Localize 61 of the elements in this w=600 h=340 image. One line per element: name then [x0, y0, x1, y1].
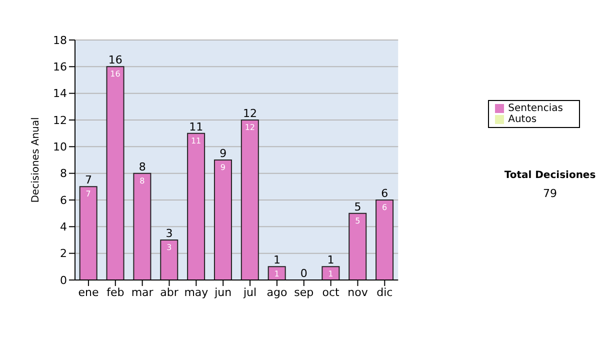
data-label: 11: [190, 136, 202, 146]
x-tick-label: mar: [131, 286, 154, 299]
y-axis-title: Decisiones Anual: [30, 117, 42, 203]
bar: [160, 240, 178, 280]
data-label: 16: [110, 70, 120, 79]
data-label: 12: [244, 123, 256, 132]
legend-label: Sentencias: [508, 103, 563, 114]
x-tick-label: nov: [348, 286, 368, 299]
y-tick-label: 8: [60, 167, 67, 180]
data-label: 5: [355, 216, 360, 226]
x-tick-label: jun: [214, 286, 232, 299]
total-label: 1: [273, 254, 280, 267]
y-tick-label: 2: [60, 247, 67, 260]
x-tick-label: jul: [242, 286, 257, 299]
data-label: 1: [328, 270, 334, 279]
bar: [322, 266, 340, 280]
total-label: 1: [327, 254, 334, 267]
total-label: 6: [381, 187, 388, 200]
x-tick-label: oct: [322, 286, 340, 299]
total-label: 8: [138, 160, 146, 174]
y-tick-label: 16: [53, 60, 67, 74]
x-tick-label: may: [184, 286, 209, 299]
bar: [133, 172, 152, 280]
total-label: 5: [354, 200, 362, 214]
legend-label: Autos: [508, 114, 537, 125]
y-tick-label: 14: [53, 87, 67, 100]
data-label: 6: [382, 203, 388, 212]
x-tick-label: abr: [160, 286, 179, 299]
data-label: 1: [274, 270, 280, 279]
x-tick-label: ene: [78, 286, 99, 299]
text: Total Decisiones: [503, 170, 597, 181]
bar: [187, 132, 206, 280]
y-tick-label: 4: [60, 220, 67, 234]
data-label: 7: [86, 190, 91, 199]
x-tick-label: sep: [294, 286, 314, 299]
total-label: 12: [243, 107, 258, 120]
total-label: 9: [220, 147, 227, 160]
x-tick-label: feb: [106, 286, 124, 299]
bar: [348, 212, 367, 280]
y-tick-label: 18: [53, 34, 67, 47]
bar: [268, 266, 286, 280]
data-label: 3: [166, 243, 172, 252]
total-label: 11: [189, 120, 204, 134]
bar: [79, 186, 98, 280]
text: 79: [542, 187, 558, 200]
total-label: 16: [108, 54, 122, 67]
bar: [376, 200, 394, 280]
x-tick-label: dic: [376, 286, 393, 299]
x-tick-label: ago: [266, 286, 288, 299]
data-label: 9: [220, 163, 226, 172]
bar: [106, 66, 124, 280]
y-tick-label: 12: [53, 114, 67, 127]
bar: [240, 120, 259, 280]
total-label: 3: [166, 227, 173, 240]
y-tick-label: 6: [60, 194, 67, 207]
bar: [214, 160, 232, 280]
y-tick-label: 0: [60, 274, 67, 287]
data-label: 8: [140, 176, 145, 186]
total-label: 0: [300, 267, 308, 280]
y-tick-label: 10: [53, 140, 67, 154]
total-label: 7: [84, 174, 92, 187]
